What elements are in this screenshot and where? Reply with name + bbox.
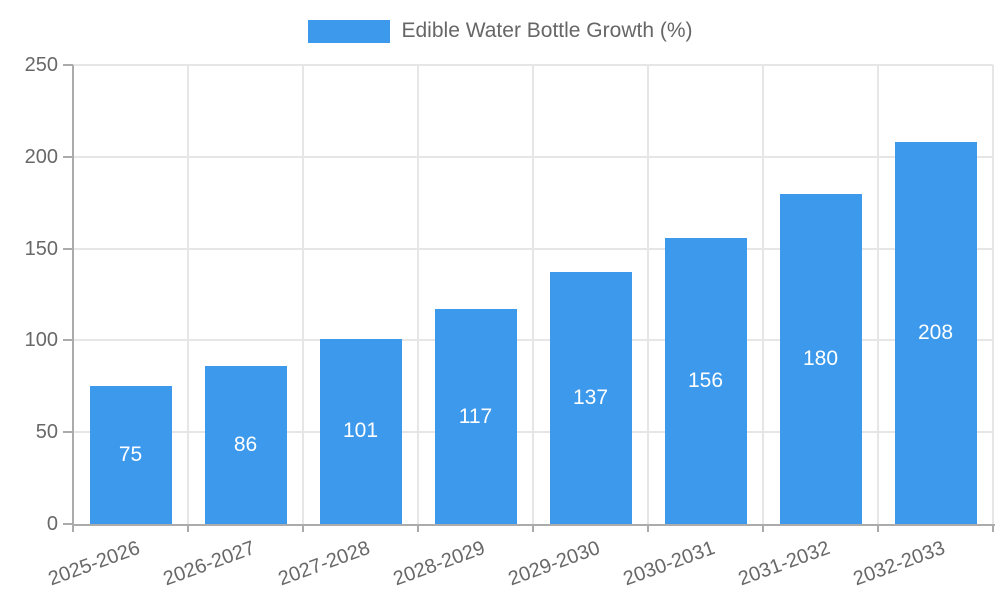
- plot-area: 75 86 101 117 137 156 180 208: [73, 64, 994, 524]
- bar-value-label: 208: [917, 321, 954, 345]
- bar-value-label: 75: [118, 443, 143, 467]
- y-axis-tick: [63, 64, 73, 66]
- gridline-vertical: [532, 65, 534, 524]
- bar[interactable]: 117: [434, 309, 517, 524]
- bar[interactable]: 156: [664, 237, 747, 524]
- bar-value-label: 117: [458, 404, 493, 428]
- x-axis-tick: [762, 524, 764, 532]
- x-axis-tick: [877, 524, 879, 532]
- bar[interactable]: 101: [319, 338, 402, 524]
- y-axis-label: 200: [24, 145, 58, 168]
- x-axis-tick: [992, 524, 994, 532]
- chart-legend[interactable]: Edible Water Bottle Growth (%): [0, 19, 1000, 43]
- x-axis-line: [72, 524, 995, 526]
- bar-value-label: 86: [233, 433, 258, 457]
- bar[interactable]: 180: [779, 193, 862, 524]
- x-axis-tick: [72, 524, 74, 532]
- bar[interactable]: 75: [89, 386, 172, 524]
- y-axis-label: 0: [46, 513, 58, 535]
- x-axis-tick: [417, 524, 419, 532]
- y-axis-tick: [63, 247, 73, 250]
- y-axis-tick: [63, 523, 73, 525]
- bar-value-label: 180: [802, 346, 839, 370]
- bar-value-label: 101: [342, 419, 379, 443]
- x-axis-tick: [532, 524, 534, 532]
- y-axis-label: 250: [24, 54, 58, 76]
- y-axis-label: 100: [24, 329, 58, 352]
- x-axis-tick: [187, 524, 189, 532]
- y-axis-line: [72, 65, 74, 526]
- y-axis-tick: [63, 155, 73, 158]
- y-axis-label: 150: [24, 237, 58, 260]
- bar-value-label: 137: [572, 386, 609, 410]
- y-axis-label: 50: [35, 421, 58, 444]
- bar[interactable]: 137: [549, 272, 632, 524]
- gridline-vertical: [877, 65, 879, 524]
- bar[interactable]: 86: [204, 366, 287, 524]
- gridline-vertical: [302, 65, 304, 524]
- gridline-vertical: [187, 65, 189, 524]
- legend-label: Edible Water Bottle Growth (%): [401, 19, 693, 42]
- gridline-vertical: [762, 65, 764, 524]
- bar-value-label: 156: [687, 368, 724, 392]
- bar[interactable]: 208: [894, 142, 977, 524]
- gridline-vertical: [647, 65, 649, 524]
- y-axis-tick: [63, 339, 73, 342]
- y-axis-tick: [63, 431, 73, 434]
- gridline-vertical: [992, 65, 994, 524]
- gridline-vertical: [417, 65, 419, 524]
- x-axis-tick: [302, 524, 304, 532]
- legend-swatch: [307, 19, 390, 43]
- x-axis-tick: [647, 524, 649, 532]
